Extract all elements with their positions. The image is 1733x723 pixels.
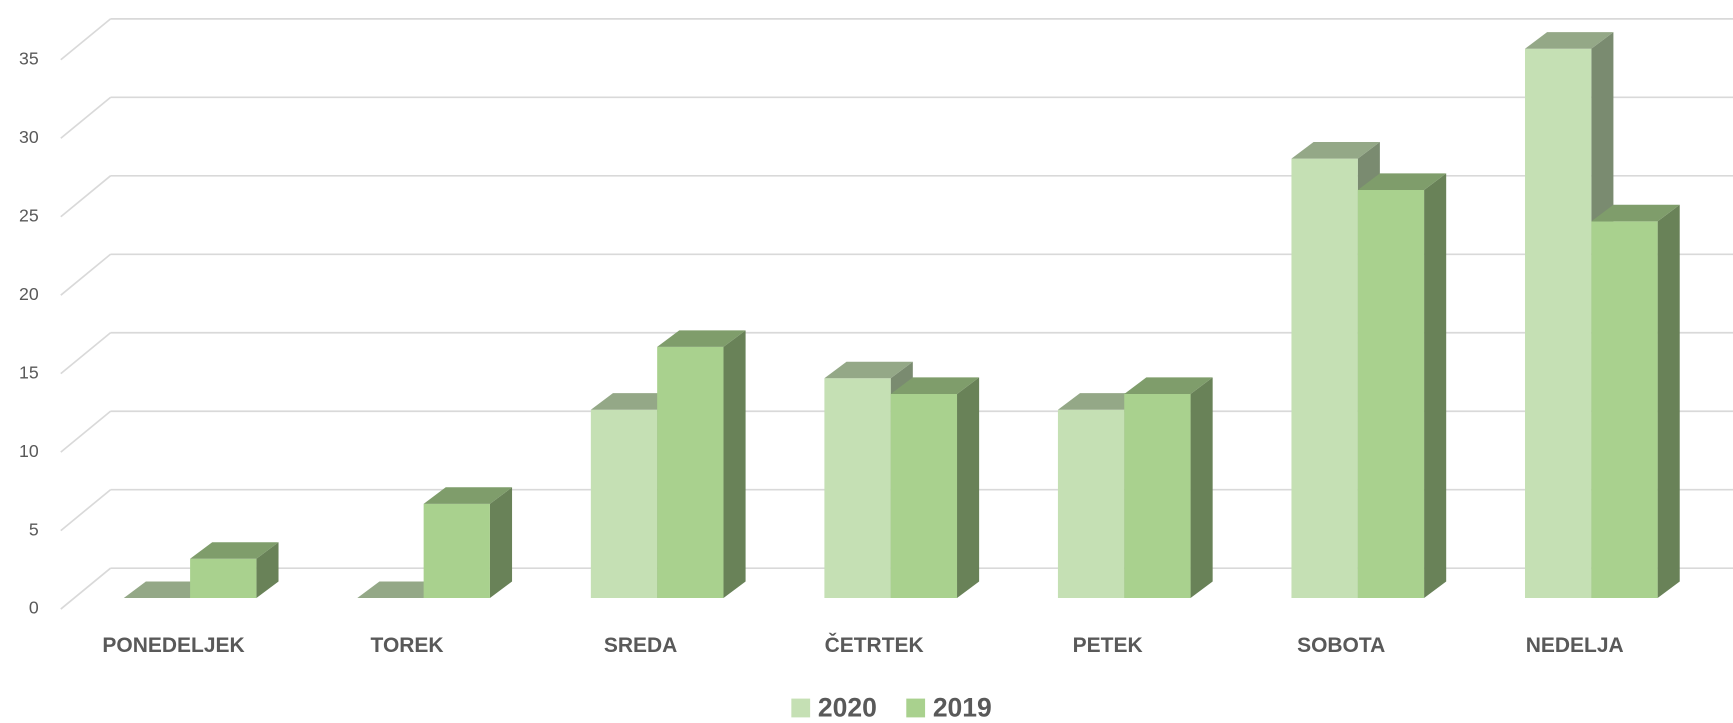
x-tick-label: PONEDELJEK bbox=[102, 634, 244, 657]
bar-front bbox=[1591, 221, 1658, 599]
bar-top bbox=[824, 361, 913, 379]
bar-front bbox=[190, 558, 257, 599]
bar-front bbox=[1357, 189, 1425, 599]
bar bbox=[1357, 173, 1447, 599]
legend-label: 2019 bbox=[933, 693, 992, 723]
bar-side bbox=[1424, 173, 1447, 599]
x-tick-label: PETEK bbox=[1073, 634, 1143, 657]
y-tick-label: 0 bbox=[29, 598, 39, 618]
bar-front bbox=[890, 393, 958, 599]
bar-side bbox=[1657, 204, 1680, 599]
bar-front bbox=[657, 346, 724, 599]
bar-top bbox=[657, 330, 746, 347]
bar-front bbox=[1057, 409, 1125, 599]
bar-side bbox=[489, 487, 513, 599]
grid-line bbox=[60, 175, 112, 218]
bar-top bbox=[1591, 204, 1680, 222]
legend-swatch bbox=[791, 698, 811, 718]
bar-front bbox=[824, 378, 891, 599]
bar-top bbox=[1524, 32, 1614, 49]
bar-side bbox=[1190, 377, 1213, 599]
bar-top bbox=[1357, 173, 1447, 190]
y-tick-label: 25 bbox=[19, 205, 39, 225]
bar-front bbox=[1524, 48, 1592, 599]
y-tick-label: 10 bbox=[19, 441, 39, 461]
bar-top bbox=[190, 542, 279, 559]
bar bbox=[1591, 204, 1680, 599]
bar bbox=[190, 542, 279, 599]
bar bbox=[1124, 377, 1213, 599]
legend-swatch bbox=[906, 698, 926, 718]
grid-line bbox=[60, 253, 112, 296]
bar-top bbox=[1124, 377, 1213, 394]
y-tick-label: 30 bbox=[19, 127, 39, 147]
grid-line bbox=[60, 567, 112, 610]
x-tick-label: SOBOTA bbox=[1297, 634, 1385, 657]
bar bbox=[423, 487, 513, 599]
bar-top bbox=[1291, 142, 1380, 159]
legend-label: 2020 bbox=[818, 693, 877, 723]
x-tick-label: SREDA bbox=[604, 634, 677, 657]
bar bbox=[890, 377, 980, 599]
x-tick-label: ČETRTEK bbox=[825, 633, 924, 657]
bar-top bbox=[890, 377, 980, 394]
bar-side bbox=[957, 377, 980, 599]
x-tick-label: TOREK bbox=[371, 634, 444, 657]
y-tick-label: 20 bbox=[19, 284, 39, 304]
bar-top bbox=[423, 487, 513, 504]
grid-line bbox=[60, 18, 112, 61]
y-tick-label: 15 bbox=[19, 362, 39, 382]
bar-top bbox=[1057, 393, 1147, 410]
bar-side bbox=[256, 542, 279, 599]
bar-front bbox=[1124, 393, 1191, 599]
bar-front bbox=[423, 503, 490, 599]
y-tick-label: 35 bbox=[19, 48, 39, 68]
grid-line bbox=[60, 489, 112, 532]
y-tick-label: 5 bbox=[29, 519, 39, 539]
grid-line bbox=[60, 96, 112, 139]
bar bbox=[657, 330, 746, 599]
bar-front bbox=[1291, 158, 1358, 599]
grid-line bbox=[60, 332, 112, 375]
bar-front bbox=[590, 409, 658, 599]
x-tick-label: NEDELJA bbox=[1526, 634, 1624, 657]
bar-side bbox=[723, 330, 746, 599]
grid-line bbox=[60, 410, 112, 453]
